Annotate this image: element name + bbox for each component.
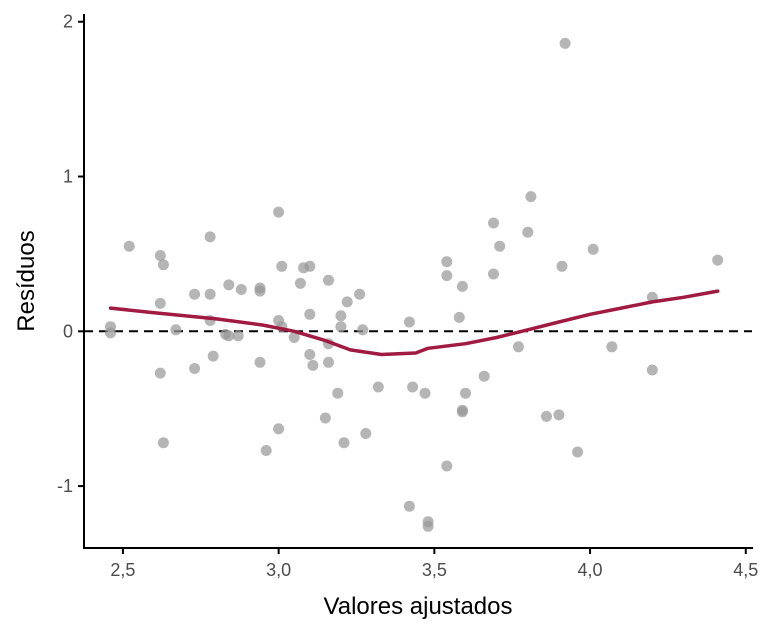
data-point bbox=[335, 321, 347, 333]
data-point bbox=[360, 428, 372, 439]
data-point bbox=[478, 370, 490, 382]
y-tick-label: -1 bbox=[57, 476, 73, 496]
data-point bbox=[456, 406, 468, 418]
data-point bbox=[456, 280, 468, 292]
data-point bbox=[403, 316, 415, 328]
data-point bbox=[422, 520, 434, 532]
data-point bbox=[260, 445, 272, 456]
data-point bbox=[335, 310, 347, 322]
data-point bbox=[460, 387, 471, 399]
data-point bbox=[453, 311, 465, 323]
x-tick-label: 4,5 bbox=[733, 560, 758, 580]
x-axis: 2,5 3,0 3,5 4,0 4,5 bbox=[83, 547, 758, 580]
data-point bbox=[372, 381, 384, 393]
data-point bbox=[319, 412, 331, 424]
y-tick-label: 1 bbox=[63, 167, 73, 187]
data-point bbox=[522, 226, 534, 238]
data-points bbox=[105, 37, 724, 532]
data-point bbox=[105, 327, 116, 339]
data-point bbox=[123, 240, 135, 252]
data-point bbox=[323, 274, 334, 286]
data-point bbox=[323, 356, 334, 368]
data-point bbox=[204, 231, 216, 243]
x-tick-label: 2,5 bbox=[110, 560, 135, 580]
data-point bbox=[403, 500, 415, 512]
data-point bbox=[189, 288, 201, 300]
data-point bbox=[541, 410, 552, 422]
smooth-trend-line bbox=[108, 289, 720, 357]
x-tick-label: 4,0 bbox=[578, 560, 603, 580]
data-point bbox=[170, 324, 182, 336]
data-point bbox=[494, 240, 506, 252]
data-point bbox=[189, 363, 201, 374]
data-point bbox=[407, 381, 419, 393]
data-point bbox=[235, 284, 247, 295]
data-point bbox=[354, 288, 366, 300]
data-point bbox=[441, 256, 453, 268]
data-point bbox=[304, 260, 316, 272]
data-point bbox=[512, 341, 524, 353]
data-point bbox=[606, 341, 618, 353]
data-point bbox=[154, 297, 166, 309]
x-tick-label: 3,5 bbox=[422, 560, 447, 580]
data-point bbox=[525, 191, 537, 203]
data-point bbox=[357, 324, 369, 336]
y-axis: -1 0 1 2 bbox=[57, 12, 85, 548]
data-point bbox=[223, 330, 235, 342]
data-point bbox=[556, 260, 568, 272]
y-axis-title: Resíduos bbox=[13, 230, 40, 331]
y-ticks: -1 0 1 2 bbox=[57, 12, 84, 496]
data-point bbox=[276, 260, 288, 272]
data-point bbox=[154, 367, 166, 379]
data-point bbox=[559, 37, 571, 49]
data-point bbox=[254, 356, 266, 368]
data-point bbox=[223, 279, 235, 291]
data-point bbox=[441, 460, 453, 472]
plot-area bbox=[84, 37, 752, 532]
data-point bbox=[204, 288, 216, 300]
x-ticks: 2,5 3,0 3,5 4,0 4,5 bbox=[110, 548, 758, 580]
data-point bbox=[232, 330, 244, 342]
data-point bbox=[307, 359, 319, 371]
data-point bbox=[338, 437, 350, 449]
data-point bbox=[294, 277, 306, 289]
data-point bbox=[572, 446, 584, 458]
data-point bbox=[273, 423, 285, 435]
x-tick-label: 3,0 bbox=[266, 560, 291, 580]
data-point bbox=[154, 250, 166, 261]
data-point bbox=[712, 254, 724, 266]
y-tick-label: 0 bbox=[63, 321, 73, 341]
y-tick-label: 2 bbox=[63, 12, 73, 32]
data-point bbox=[254, 282, 266, 294]
data-point bbox=[419, 387, 431, 399]
data-point bbox=[488, 217, 499, 229]
data-point bbox=[207, 350, 219, 362]
data-point bbox=[441, 270, 453, 282]
data-point bbox=[157, 437, 169, 449]
data-point bbox=[587, 243, 599, 255]
data-point bbox=[341, 296, 353, 308]
x-axis-title: Valores ajustados bbox=[324, 593, 513, 620]
data-point bbox=[304, 308, 316, 320]
data-point bbox=[646, 364, 658, 376]
data-point bbox=[157, 259, 169, 271]
data-point bbox=[332, 387, 344, 399]
data-point bbox=[273, 206, 285, 218]
data-point bbox=[288, 332, 300, 343]
data-point bbox=[488, 268, 499, 280]
data-point bbox=[304, 349, 316, 360]
data-point bbox=[553, 409, 565, 421]
